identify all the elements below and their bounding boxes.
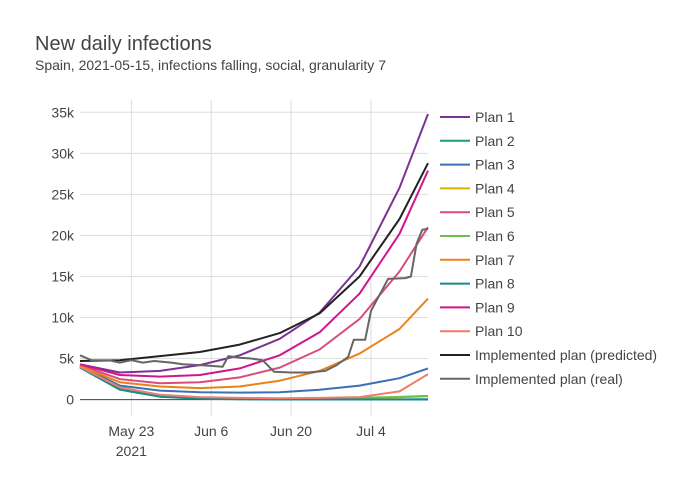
series-lines [79, 113, 429, 401]
y-tick-label: 20k [51, 227, 75, 243]
legend-label: Plan 9 [475, 299, 515, 315]
series-line-3 [79, 365, 429, 394]
series-line-11 [79, 162, 429, 362]
legend-item[interactable]: Plan 2 [440, 133, 515, 149]
legend-item[interactable]: Plan 5 [440, 204, 515, 220]
legend-item[interactable]: Plan 8 [440, 276, 515, 292]
series-line-1 [79, 113, 429, 374]
series-line-7 [79, 297, 429, 390]
legend-label: Plan 2 [475, 133, 515, 149]
legend-item[interactable]: Plan 10 [440, 323, 523, 339]
legend-label: Plan 10 [475, 323, 523, 339]
x-tick-label: Jul 4 [356, 423, 386, 439]
x-tick-label: Jun 20 [270, 423, 312, 439]
legend: Plan 1 Plan 2 Plan 3 Plan 4 Plan 5 Plan 6 Plan… [440, 109, 657, 387]
x-axis-ticks: May 23 2021 Jun 6 Jun 20 Jul 4 [108, 423, 386, 459]
x-tick-sublabel: 2021 [116, 443, 147, 459]
y-axis-ticks: 0 5k 10k 15k 20k 25k 30k 35k [51, 104, 75, 407]
chart-subtitle: Spain, 2021-05-15, infections falling, s… [35, 57, 386, 73]
y-tick-label: 15k [51, 268, 75, 284]
legend-item[interactable]: Plan 9 [440, 299, 515, 315]
legend-label: Plan 3 [475, 157, 515, 173]
series-line-12 [79, 227, 429, 374]
legend-label: Plan 8 [475, 276, 515, 292]
series-line-9 [79, 170, 429, 378]
legend-label: Plan 4 [475, 180, 515, 196]
x-tick-label: May 23 [108, 423, 154, 439]
legend-label: Implemented plan (predicted) [475, 347, 657, 363]
legend-label: Plan 5 [475, 204, 515, 220]
legend-item[interactable]: Plan 1 [440, 109, 515, 125]
y-tick-label: 25k [51, 186, 75, 202]
legend-item[interactable]: Plan 7 [440, 252, 515, 268]
chart-title: New daily infections [35, 33, 212, 55]
y-tick-label: 35k [51, 104, 75, 120]
legend-item[interactable]: Plan 6 [440, 228, 515, 244]
y-tick-label: 30k [51, 145, 75, 161]
series-line-10 [79, 365, 429, 400]
x-tick-label: Jun 6 [194, 423, 228, 439]
legend-item[interactable]: Plan 4 [440, 180, 515, 196]
series-line-8 [79, 366, 428, 401]
y-tick-label: 5k [59, 351, 75, 367]
legend-item[interactable]: Implemented plan (real) [440, 371, 623, 387]
y-tick-label: 10k [51, 310, 75, 326]
legend-label: Plan 1 [475, 109, 515, 125]
legend-item[interactable]: Implemented plan (predicted) [440, 347, 657, 363]
legend-label: Plan 7 [475, 252, 515, 268]
legend-label: Plan 6 [475, 228, 515, 244]
legend-label: Implemented plan (real) [475, 371, 623, 387]
y-tick-label: 0 [66, 392, 74, 408]
grid [80, 100, 428, 416]
legend-item[interactable]: Plan 3 [440, 157, 515, 173]
